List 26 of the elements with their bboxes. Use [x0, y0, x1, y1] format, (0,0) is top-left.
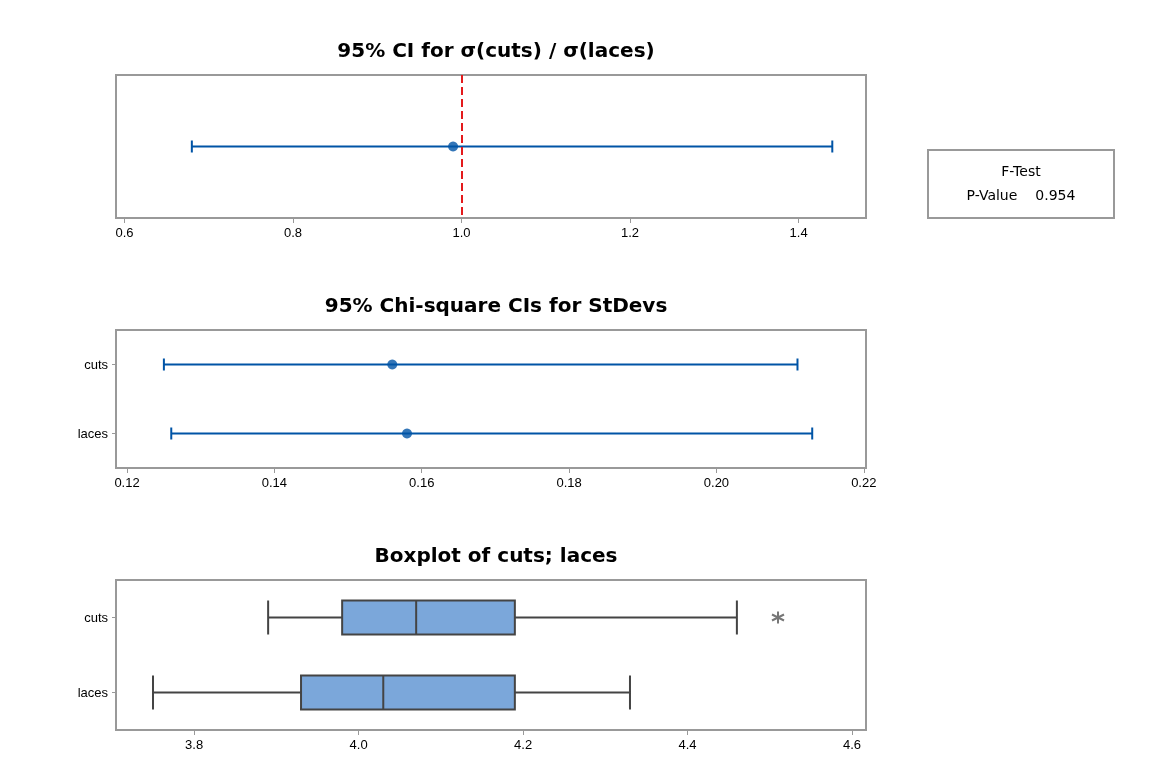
y-tick-label: cuts: [84, 357, 109, 372]
x-tick-label: 3.8: [185, 737, 204, 752]
text: P-Value: [966, 187, 1018, 203]
x-tick-label: 0.12: [114, 475, 140, 490]
text: F-Test: [1000, 163, 1042, 179]
x-tick-label: 1.0: [452, 225, 471, 240]
x-tick-label: 4.4: [678, 737, 697, 752]
x-tick-label: 0.14: [261, 475, 288, 490]
text: 0.954: [1035, 187, 1076, 203]
x-tick-label: 0.8: [283, 225, 303, 240]
x-tick-label: 1.2: [621, 225, 640, 240]
x-tick-label: 0.16: [409, 475, 435, 490]
x-tick-label: 4.2: [514, 737, 533, 752]
chart-title: Boxplot of cuts; laces: [374, 543, 618, 567]
chart-title: 95% Chi-square CIs for StDevs: [324, 293, 668, 317]
chart-title: 95% CI for σ(cuts) / σ(laces): [337, 38, 655, 62]
y-tick-label: laces: [77, 426, 109, 441]
x-tick-label: 0.6: [115, 225, 134, 240]
x-tick-label: 4.6: [842, 737, 862, 752]
x-tick-label: 0.22: [851, 475, 877, 490]
x-tick-label: 0.18: [556, 475, 582, 490]
x-tick-label: 4.0: [349, 737, 368, 752]
x-tick-label: 0.20: [703, 475, 730, 490]
y-tick-label: laces: [77, 685, 109, 700]
y-tick-label: cuts: [84, 610, 109, 625]
x-tick-label: 1.4: [789, 225, 808, 240]
